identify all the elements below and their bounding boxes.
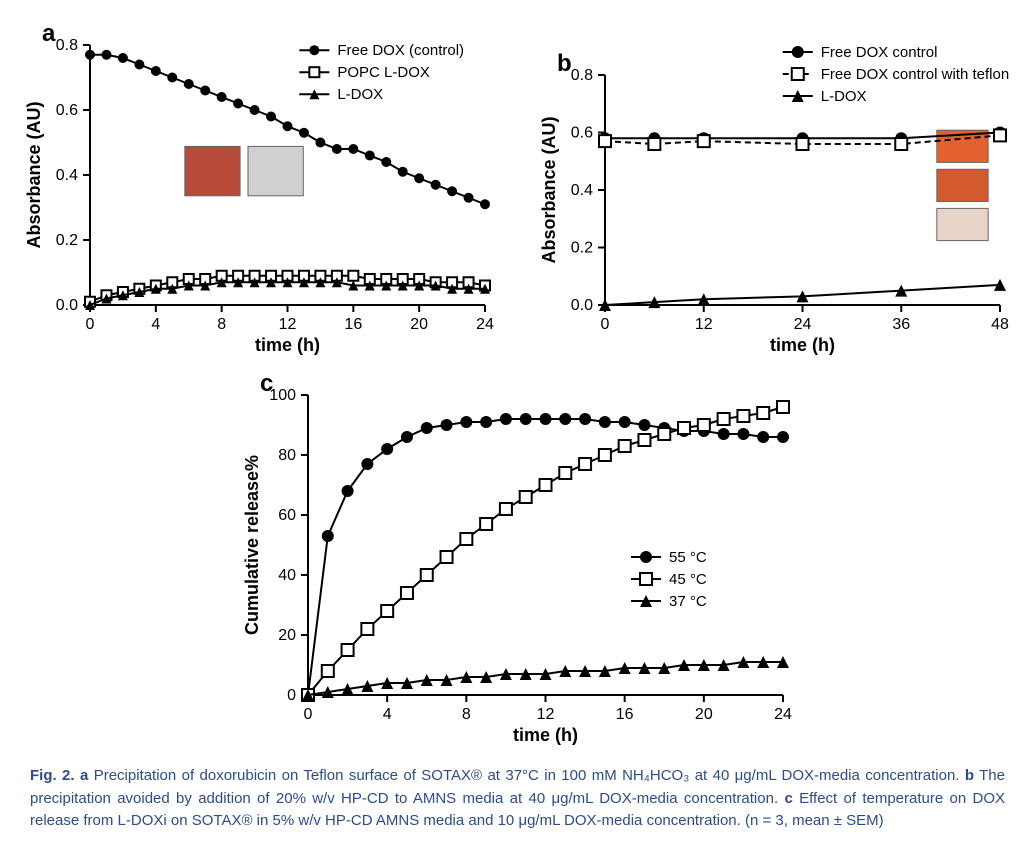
svg-text:time (h): time (h) bbox=[770, 335, 835, 355]
row-2: c04812162024020406080100time (h)Cumulati… bbox=[20, 370, 1015, 750]
svg-text:24: 24 bbox=[794, 316, 812, 333]
svg-text:0.4: 0.4 bbox=[571, 182, 593, 199]
svg-text:0: 0 bbox=[86, 316, 95, 333]
svg-text:0.4: 0.4 bbox=[56, 167, 78, 184]
chart-c: c04812162024020406080100time (h)Cumulati… bbox=[238, 370, 798, 750]
chart-b: b 0 12 24 36 48 0.0 0.2 0.4 0.6 0.8 time (h) Absorba… bbox=[535, 20, 1015, 360]
svg-text:Free DOX control with teflon: Free DOX control with teflon bbox=[821, 66, 1009, 83]
svg-text:0.8: 0.8 bbox=[571, 67, 593, 84]
svg-text:L-DOX: L-DOX bbox=[821, 88, 867, 105]
svg-text:80: 80 bbox=[278, 447, 296, 464]
svg-text:8: 8 bbox=[217, 316, 226, 333]
svg-text:0.8: 0.8 bbox=[56, 37, 78, 54]
svg-text:16: 16 bbox=[344, 316, 362, 333]
svg-text:0.0: 0.0 bbox=[56, 297, 78, 314]
svg-text:0: 0 bbox=[601, 316, 610, 333]
svg-text:POPC L-DOX: POPC L-DOX bbox=[337, 64, 430, 81]
svg-text:b: b bbox=[557, 50, 572, 77]
svg-text:8: 8 bbox=[461, 706, 470, 723]
svg-text:0: 0 bbox=[303, 706, 312, 723]
svg-text:0.6: 0.6 bbox=[571, 125, 593, 142]
svg-text:45 °C: 45 °C bbox=[669, 571, 707, 588]
svg-text:4: 4 bbox=[151, 316, 160, 333]
caption-c-bold: c bbox=[784, 790, 799, 807]
svg-text:55 °C: 55 °C bbox=[669, 549, 707, 566]
svg-text:40: 40 bbox=[278, 567, 296, 584]
panel-a: a 0 4 8 12 16 20 24 0.0 0.2 0.4 0.6 0.8 time (h) Absor… bbox=[20, 20, 500, 360]
panel-c: c04812162024020406080100time (h)Cumulati… bbox=[238, 370, 798, 750]
svg-text:37 °C: 37 °C bbox=[669, 593, 707, 610]
svg-text:Free DOX (control): Free DOX (control) bbox=[337, 42, 464, 59]
caption-prefix: Fig. 2. bbox=[30, 767, 75, 784]
svg-text:20: 20 bbox=[278, 627, 296, 644]
svg-text:Cumulative release%: Cumulative release% bbox=[242, 455, 262, 635]
svg-text:Absorbance (AU): Absorbance (AU) bbox=[24, 101, 44, 248]
row-1: a048121620240.00.20.40.60.8time (h)Absor… bbox=[20, 20, 1015, 360]
svg-text:Free DOX control: Free DOX control bbox=[821, 44, 938, 61]
svg-text:24: 24 bbox=[476, 316, 494, 333]
svg-text:12: 12 bbox=[536, 706, 554, 723]
caption-b-bold: b bbox=[965, 767, 979, 784]
svg-text:24: 24 bbox=[774, 706, 792, 723]
caption-a-bold: a bbox=[80, 767, 94, 784]
svg-text:L-DOX: L-DOX bbox=[337, 86, 383, 103]
svg-text:20: 20 bbox=[410, 316, 428, 333]
svg-text:100: 100 bbox=[269, 387, 296, 404]
figure-caption: Fig. 2. a Precipitation of doxorubicin o… bbox=[20, 765, 1015, 833]
svg-text:12: 12 bbox=[279, 316, 297, 333]
caption-text-a: Precipitation of doxorubicin on Teflon s… bbox=[94, 767, 960, 784]
svg-text:Absorbance (AU): Absorbance (AU) bbox=[539, 116, 559, 263]
svg-text:48: 48 bbox=[991, 316, 1009, 333]
svg-text:12: 12 bbox=[695, 316, 713, 333]
panel-b: b 0 12 24 36 48 0.0 0.2 0.4 0.6 0.8 time (h) Absorba… bbox=[535, 20, 1015, 360]
svg-text:time (h): time (h) bbox=[513, 725, 578, 745]
svg-text:0: 0 bbox=[287, 687, 296, 704]
figure-container: a048121620240.00.20.40.60.8time (h)Absor… bbox=[20, 20, 1015, 833]
svg-text:a: a bbox=[42, 20, 56, 47]
chart-a: a 0 4 8 12 16 20 24 0.0 0.2 0.4 0.6 0.8 time (h) Absor… bbox=[20, 20, 500, 360]
svg-text:16: 16 bbox=[615, 706, 633, 723]
svg-text:0.2: 0.2 bbox=[56, 232, 78, 249]
svg-text:20: 20 bbox=[694, 706, 712, 723]
svg-text:36: 36 bbox=[892, 316, 910, 333]
svg-text:4: 4 bbox=[382, 706, 391, 723]
svg-text:60: 60 bbox=[278, 507, 296, 524]
svg-text:0.6: 0.6 bbox=[56, 102, 78, 119]
svg-text:time (h): time (h) bbox=[255, 335, 320, 355]
svg-text:0.0: 0.0 bbox=[571, 297, 593, 314]
svg-text:0.2: 0.2 bbox=[571, 240, 593, 257]
